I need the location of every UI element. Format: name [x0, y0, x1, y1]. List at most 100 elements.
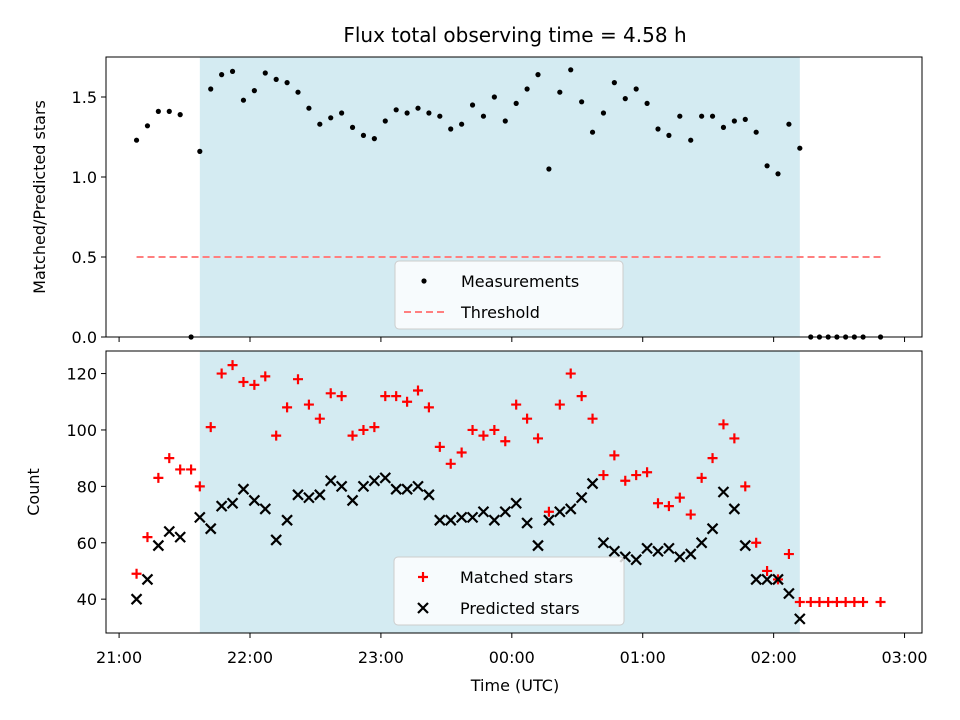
y-tick-label: 40: [77, 590, 97, 609]
measurement-point: [546, 166, 552, 172]
predicted-star-point: [597, 536, 610, 549]
legend-box: [393, 556, 625, 626]
measurement-point: [219, 72, 225, 78]
measurement-point: [448, 126, 454, 132]
matched-star-point: [194, 481, 205, 492]
measurement-point: [753, 129, 759, 135]
predicted-star-point: [695, 536, 708, 549]
predicted-star-point: [417, 602, 429, 614]
measurement-point: [633, 86, 639, 92]
predicted-star-point: [412, 480, 424, 493]
measurement-point: [155, 108, 161, 114]
measurement-point: [229, 68, 236, 74]
bottom-axes-frame: [105, 350, 923, 634]
predicted-star-point: [259, 503, 272, 515]
predicted-star-point: [794, 613, 806, 625]
measurement-point: [197, 148, 203, 154]
measurement-point: [589, 129, 596, 135]
y-tick-label: 100: [66, 421, 97, 440]
matched-star-point: [587, 413, 598, 424]
measurement-point: [133, 137, 140, 143]
matched-star-point: [805, 596, 816, 607]
measurement-point: [393, 107, 399, 113]
predicted-star-point: [510, 497, 522, 510]
predicted-star-point: [608, 545, 621, 557]
matched-star-point: [598, 470, 609, 481]
predicted-star-point: [630, 553, 642, 566]
predicted-star-point: [728, 503, 741, 515]
predicted-star-point: [390, 483, 402, 495]
predicted-star-point: [488, 514, 501, 526]
measurement-point: [709, 113, 716, 119]
measurement-point: [306, 105, 312, 111]
predicted-star-point: [739, 539, 752, 552]
measurement-point: [382, 118, 388, 124]
matched-star-point: [434, 441, 445, 452]
matched-star-point: [369, 422, 380, 433]
predicted-star-point: [434, 514, 446, 526]
measurement-point: [720, 124, 727, 130]
matched-star-point: [875, 596, 886, 607]
figure-title: Flux total observing time = 4.58 h: [343, 23, 686, 47]
top-axes-frame: [105, 56, 923, 338]
predicted-star-point: [717, 486, 730, 498]
predicted-star-point: [141, 573, 154, 586]
y-tick-label: 0.0: [72, 328, 97, 347]
matched-star-point: [131, 568, 142, 579]
measurement-point: [666, 132, 672, 138]
measurement-point: [166, 108, 172, 114]
predicted-star-point: [248, 494, 261, 507]
matched-star-point: [840, 596, 851, 607]
matched-star-point: [402, 396, 413, 407]
series-predicted-stars: [130, 472, 806, 625]
matched-star-point: [522, 413, 533, 424]
predicted-star-point: [152, 539, 165, 552]
measurement-point: [404, 110, 410, 116]
predicted-star-point: [324, 474, 337, 487]
predicted-star-point: [521, 517, 533, 529]
predicted-star-point: [357, 480, 370, 493]
predicted-star-point: [674, 551, 686, 563]
x-tick-label: 02:00: [751, 648, 797, 667]
predicted-star-point: [543, 514, 555, 526]
matched-star-point: [293, 374, 303, 385]
measurement-point: [437, 113, 443, 119]
matched-star-point: [511, 399, 522, 410]
measurement-point: [339, 110, 345, 116]
measurement-point: [524, 86, 530, 92]
matched-star-point: [751, 537, 762, 548]
matched-star-point: [762, 565, 773, 576]
measurement-point: [459, 121, 465, 127]
predicted-star-point: [684, 548, 697, 560]
predicted-star-point: [346, 494, 359, 507]
matched-star-point: [423, 402, 434, 413]
x-tick-label: 00:00: [489, 648, 535, 667]
measurement-point: [360, 132, 367, 138]
measurement-point: [251, 88, 257, 94]
predicted-star-point: [423, 489, 435, 501]
x-tick-label: 23:00: [358, 648, 404, 667]
matched-star-point: [849, 596, 860, 607]
matched-star-point: [445, 458, 456, 469]
bottom-legend: Matched stars Predicted stars: [393, 556, 625, 626]
predicted-star-point: [215, 500, 228, 512]
matched-star-point: [303, 399, 314, 410]
predicted-star-point: [379, 472, 392, 484]
predicted-star-point: [270, 534, 282, 546]
matched-star-point: [858, 596, 869, 607]
predicted-star-point: [163, 525, 176, 538]
matched-star-point: [142, 532, 153, 543]
predicted-star-point: [564, 503, 577, 515]
matched-star-point: [489, 424, 500, 435]
predicted-star-point: [204, 522, 217, 535]
matched-star-point: [609, 450, 620, 461]
matched-star-point: [260, 371, 271, 382]
matched-star-point: [620, 475, 631, 486]
measurement-point: [273, 76, 279, 82]
series-measurements: [133, 67, 884, 340]
matched-star-point: [814, 596, 825, 607]
predicted-star-point: [226, 497, 239, 510]
matched-star-point: [314, 413, 325, 424]
matched-star-point: [718, 419, 729, 430]
